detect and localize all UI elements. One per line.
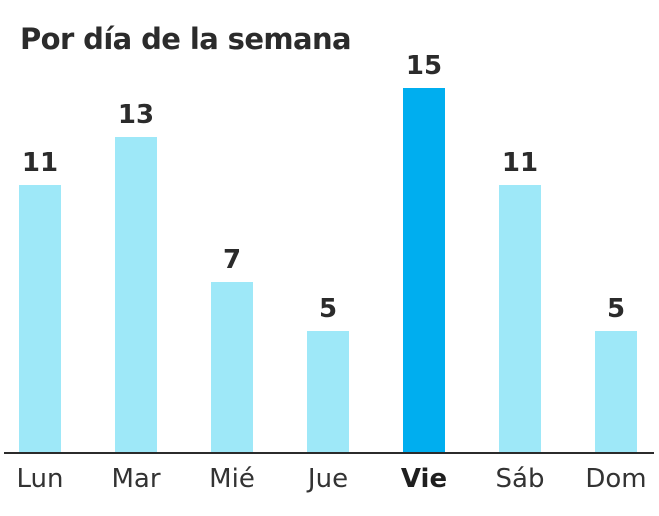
bar [115,137,157,452]
chart-title: Por día de la semana [20,22,352,56]
bar [307,331,349,452]
bar [595,331,637,452]
bar-value-label: 7 [222,245,242,275]
bar-value-label: 13 [117,100,155,130]
bar-highlighted [403,88,445,452]
x-axis-label: Dom [585,464,647,494]
x-axis-label: Lun [16,464,64,494]
bar-value-label: 15 [405,51,443,81]
x-axis-label: Sáb [495,464,545,494]
x-axis-line [4,452,654,454]
x-axis-label: Jue [307,464,349,494]
bar-value-label: 5 [318,294,338,324]
bar-value-label: 11 [21,148,59,178]
x-axis-label: Vie [400,464,448,494]
bar [211,282,253,452]
x-axis-label: Mié [209,464,255,494]
bar-value-label: 5 [606,294,626,324]
bar-value-label: 11 [501,148,539,178]
x-axis-label: Mar [111,464,161,494]
bar [499,185,541,452]
bar [19,185,61,452]
